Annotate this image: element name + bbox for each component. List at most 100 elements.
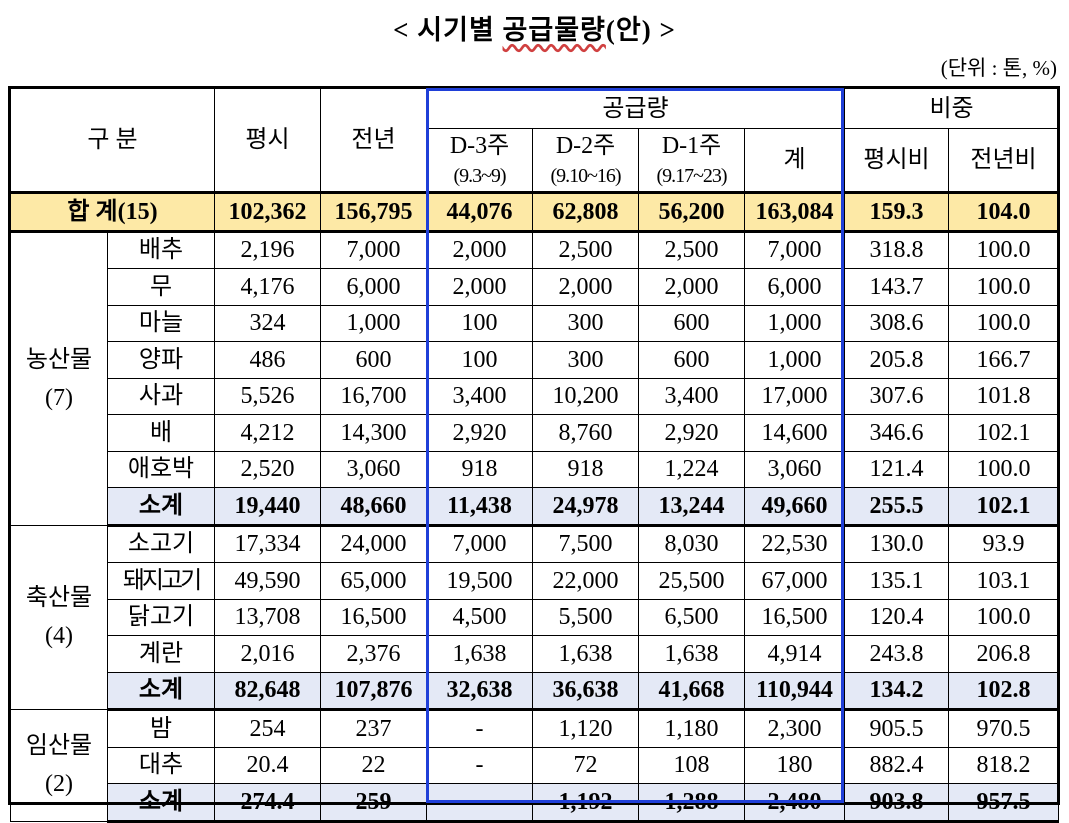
item-value: 300	[532, 304, 640, 342]
item-value: 130.0	[844, 524, 950, 563]
item-value: 5,526	[214, 377, 322, 415]
group-name: 임산물 (2)	[10, 709, 108, 822]
item-value: -	[426, 709, 534, 748]
subtotal-value: 903.8	[844, 783, 950, 823]
table-row: 배 4,212 14,300 2,920 8,760 2,920 14,600 346.6 10…	[11, 414, 1060, 452]
unit-note: (단위 : 톤, %)	[940, 56, 1057, 80]
header-prev-year: 전년	[320, 88, 428, 193]
item-value: 121.4	[844, 450, 950, 488]
item-value: 25,500	[638, 562, 746, 600]
item-value: 1,000	[744, 341, 846, 379]
item-value: 600	[320, 341, 428, 379]
item-value: 10,200	[532, 377, 640, 415]
item-value: 2,920	[426, 414, 534, 452]
item-name: 닭고기	[106, 598, 216, 636]
item-value: 1,638	[426, 635, 534, 673]
week-label: D-3주	[449, 133, 510, 159]
subtotal-value: -	[426, 783, 534, 823]
item-value: 72	[532, 746, 640, 784]
item-value: 143.7	[844, 268, 950, 306]
item-value: 6,500	[638, 598, 746, 636]
week-label: D-1주	[661, 133, 722, 159]
table-row: 농산물 (7) 배추 2,196 7,000 2,000 2,500 2,500 7,000 31…	[10, 230, 1060, 526]
item-value: 17,334	[214, 524, 322, 563]
item-value: 7,000	[744, 230, 846, 269]
item-value: 22,530	[744, 524, 846, 563]
total-value: 56,200	[638, 191, 746, 233]
item-value: 65,000	[320, 562, 428, 600]
item-name: 소고기	[106, 524, 216, 563]
item-value: 254	[214, 709, 322, 748]
item-value: 100	[426, 304, 534, 342]
subtotal-row: 소계 19,440 48,660 11,438 24,978 13,244 49,660 25…	[11, 487, 1060, 527]
item-value: 486	[214, 341, 322, 379]
subtotal-value: 24,978	[532, 487, 640, 527]
item-name: 무	[106, 268, 216, 306]
table-row: 사과 5,526 16,700 3,400 10,200 3,400 17,000 307.6…	[11, 377, 1060, 415]
item-value: 1,180	[638, 709, 746, 748]
table-row: 대추 20.4 22-72 108 180 882.4 818.2	[11, 746, 1060, 784]
group-name: 축산물 (4)	[10, 524, 108, 710]
item-name: 돼지고기	[106, 562, 216, 600]
item-value: 2,016	[214, 635, 322, 673]
item-value: 243.8	[844, 635, 950, 673]
item-value: 882.4	[844, 746, 950, 784]
item-value: 1,638	[532, 635, 640, 673]
total-value: 159.3	[844, 191, 950, 233]
header-ratio-prev: 전년비	[948, 128, 1060, 193]
subtotal-value: 102.1	[948, 487, 1060, 527]
item-value: 22,000	[532, 562, 640, 600]
item-value: 1,638	[638, 635, 746, 673]
group-name-line2: (4)	[45, 623, 73, 650]
item-value: 135.1	[844, 562, 950, 600]
item-value: 300	[532, 341, 640, 379]
week-label: D-2주	[555, 133, 616, 159]
item-name: 대추	[106, 746, 216, 784]
item-value: 2,000	[426, 268, 534, 306]
item-value: 16,700	[320, 377, 428, 415]
header-category: 구 분	[9, 88, 216, 193]
item-name: 양파	[106, 341, 216, 379]
total-value: 102,362	[214, 191, 322, 233]
item-value: 206.8	[948, 635, 1060, 673]
item-value: 307.6	[844, 377, 950, 415]
subtotal-value: 11,438	[426, 487, 534, 527]
total-value: 156,795	[320, 191, 428, 233]
header-supply: 공급량	[426, 88, 846, 129]
item-value: 346.6	[844, 414, 950, 452]
item-value: 8,030	[638, 524, 746, 563]
subtotal-value: 36,638	[532, 671, 640, 711]
item-value: 308.6	[844, 304, 950, 342]
item-value: 2,300	[744, 709, 846, 748]
subtotal-value: 13,244	[638, 487, 746, 527]
total-label: 합 계(15)	[9, 191, 216, 233]
item-value: 2,520	[214, 450, 322, 488]
table-row: 돼지고기 49,590 65,000 19,500 22,000 25,500 67,000…	[11, 562, 1060, 600]
subtotal-value: 1,192	[532, 783, 640, 823]
table-row: 무 4,176 6,000 2,000 2,000 2,000 6,000 143.7 100.…	[11, 268, 1060, 306]
item-value: 2,000	[426, 230, 534, 269]
item-value: 2,196	[214, 230, 322, 269]
item-value: 100	[426, 341, 534, 379]
item-value: 120.4	[844, 598, 950, 636]
subtotal-label: 소계	[106, 487, 216, 527]
group-name-line1: 임산물	[25, 733, 93, 760]
subtotal-value: 110,944	[744, 671, 846, 711]
item-value: 600	[638, 341, 746, 379]
item-value: 19,500	[426, 562, 534, 600]
item-value: 22	[320, 746, 428, 784]
title-underlined: 공급물량	[502, 15, 606, 45]
header-week-d2: D-2주 (9.10~16)	[532, 128, 640, 193]
item-value: 4,176	[214, 268, 322, 306]
item-value: 93.9	[948, 524, 1060, 563]
item-value: 101.8	[948, 377, 1060, 415]
item-name: 사과	[106, 377, 216, 415]
item-value: 3,400	[426, 377, 534, 415]
item-name: 배	[106, 414, 216, 452]
item-value: 6,000	[744, 268, 846, 306]
item-value: 14,600	[744, 414, 846, 452]
table-row: 마늘 324 1,000 100 300 600 1,000 308.6 100.0	[11, 304, 1060, 342]
item-value: 1,000	[320, 304, 428, 342]
subtotal-value: 19,440	[214, 487, 322, 527]
group-name-line2: (7)	[45, 384, 73, 411]
